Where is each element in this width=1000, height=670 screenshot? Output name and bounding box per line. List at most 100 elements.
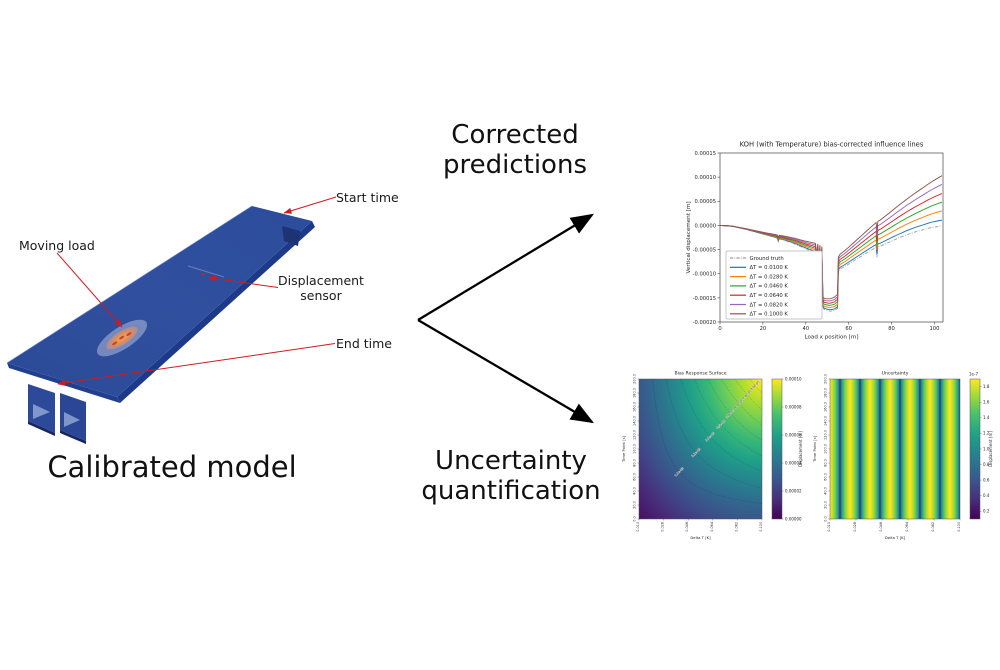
x-axis-label: Delta T [K] <box>885 535 906 540</box>
cb-tick-label: 0.00010 <box>785 376 802 381</box>
cb-tick-label: 0.8 <box>983 462 990 467</box>
x-tick-label: 0 <box>718 326 721 332</box>
girder-left-hollow <box>33 404 50 419</box>
y-tick-label: 200.0 <box>633 374 637 384</box>
uncertainty-surface <box>830 379 960 519</box>
deck-side-face <box>117 221 315 403</box>
y-tick-label: 0.00000 <box>695 223 716 229</box>
arrow-to-uncertainty <box>417 319 594 424</box>
y-tick-label: -0.00015 <box>693 296 716 302</box>
x-tick-label: 20 <box>760 326 767 332</box>
x-tick-label: 0.100 <box>957 522 961 532</box>
x-tick-label: 0.010 <box>827 522 831 532</box>
contour-label: 1.1e-05 <box>674 466 685 477</box>
plot-frame <box>719 152 944 323</box>
y-tick-label: 80.0 <box>633 459 637 467</box>
contour-label: 5.6e-05 <box>725 408 736 419</box>
deck-edge-highlight <box>6 205 253 364</box>
legend-label: Ground truth <box>750 256 784 262</box>
end-time-arrow <box>57 343 336 386</box>
contour-label: 3.4e-05 <box>705 431 716 442</box>
ground-truth-line <box>719 224 942 312</box>
contour-line <box>734 378 763 410</box>
contour-label: 4.5e-05 <box>715 419 726 430</box>
y-tick-label: 180.0 <box>633 388 637 398</box>
y-tick-label: 40.0 <box>824 487 828 495</box>
legend-label: ΔT = 0.0100 K <box>750 265 789 271</box>
x-tick-label: 100 <box>929 326 939 332</box>
legend-label: ΔT = 0.0640 K <box>750 293 789 299</box>
y-tick-label: -0.00005 <box>693 247 716 253</box>
x-tick-label: 0.028 <box>853 522 857 532</box>
x-tick-label: 40 <box>802 326 809 332</box>
y-tick-label: 0.00015 <box>695 151 716 157</box>
colorbar <box>771 378 783 520</box>
bridge-model-figure <box>6 196 337 444</box>
legend-box <box>725 250 823 320</box>
cb-tick-label: 1.0 <box>983 446 990 451</box>
y-tick-label: 0.00005 <box>695 199 716 205</box>
cb-tick-label: 0.00004 <box>785 460 802 465</box>
y-axis-label: Time Point [s] <box>812 435 817 463</box>
y-tick-label: 0.0 <box>824 516 828 521</box>
moving-load-arrow <box>56 252 123 328</box>
moving-load-blob <box>96 319 148 357</box>
subplot-title: Uncertainty <box>882 371 909 377</box>
contour-label: 6.7e-05 <box>734 398 745 409</box>
y-tick-label: 0.00010 <box>695 175 716 181</box>
cb-scale-label: 1e-7 <box>969 372 978 377</box>
contour-label: 7.8e-05 <box>741 389 752 400</box>
displacement-sensor-arrow <box>207 275 279 288</box>
cb-tick-label: 1.4 <box>983 415 990 420</box>
y-tick-label: 120.0 <box>633 430 637 440</box>
contour-label: 9.0e-05 <box>750 380 761 391</box>
cb-tick-label: 0.2 <box>983 509 990 514</box>
cb-tick-label: 0.4 <box>983 493 990 498</box>
y-tick-label: 20.0 <box>824 501 828 509</box>
legend-label: ΔT = 0.0820 K <box>750 302 789 308</box>
start-time-label: Start time <box>336 190 399 205</box>
x-tick-label: 0.082 <box>734 522 738 532</box>
y-tick-label: 140.0 <box>824 416 828 426</box>
y-tick-label: 120.0 <box>824 430 828 440</box>
deck-top-surface <box>7 206 312 397</box>
x-axis-label: Load x position [m] <box>804 335 858 341</box>
cb-label: Displacement [m] <box>988 431 993 467</box>
cb-tick-label: 0.00000 <box>785 516 802 521</box>
girder-right-hollow <box>64 412 80 427</box>
girder-left-flange <box>28 421 55 436</box>
cb-tick-label: 0.6 <box>983 477 990 482</box>
girder-right-flange <box>60 430 86 444</box>
x-tick-label: 0.046 <box>879 522 883 532</box>
y-axis-label: Time Point [s] <box>621 435 626 463</box>
x-tick-label: 0.100 <box>759 522 763 532</box>
end-time-label: End time <box>336 336 392 351</box>
displacement-sensor-label: Displacement sensor <box>278 273 364 303</box>
x-tick-label: 60 <box>845 326 852 332</box>
plot-frame <box>829 378 961 520</box>
uncertainty-quantification-label: Uncertainty quantification <box>421 446 601 506</box>
cb-tick-label: 1.6 <box>983 400 990 405</box>
contour-line <box>652 378 763 504</box>
plot-frame <box>638 378 763 520</box>
y-tick-label: -0.00010 <box>693 272 716 278</box>
y-tick-label: 80.0 <box>824 459 828 467</box>
y-tick-label: 60.0 <box>633 473 637 481</box>
x-tick-label: 80 <box>888 326 895 332</box>
start-time-arrow <box>283 196 337 214</box>
subplot-title: Bias Response Surface <box>674 371 726 377</box>
y-tick-label: -0.00020 <box>693 320 716 326</box>
sensor-dot <box>201 273 205 276</box>
cb-tick-label: 0.00002 <box>785 488 802 493</box>
y-tick-label: 180.0 <box>824 388 828 398</box>
moving-load-label: Moving load <box>19 238 95 253</box>
y-tick-label: 0.0 <box>633 516 637 521</box>
colorbar <box>969 378 981 520</box>
legend-label: ΔT = 0.0460 K <box>750 284 789 290</box>
x-axis-label: Delta T [K] <box>690 535 711 540</box>
y-tick-label: 140.0 <box>633 416 637 426</box>
bias-uncertainty-figure: 1.1e-05 2.2e-053.4e-054.5e-055.6e-056.7e-… <box>621 371 993 541</box>
influence-lines-chart: 0 20 40 60 80 100 0.00015 0.00010 0.00005 0.00000… <box>686 141 944 341</box>
cb-tick-label: 0.00006 <box>785 432 802 437</box>
